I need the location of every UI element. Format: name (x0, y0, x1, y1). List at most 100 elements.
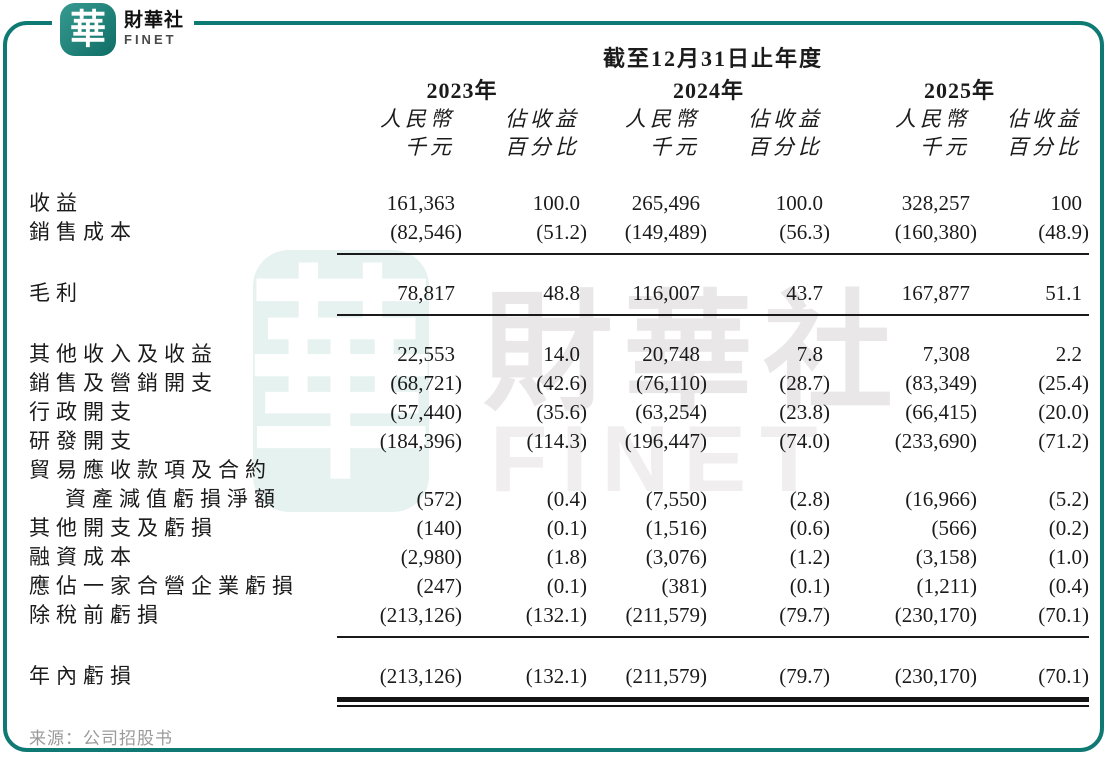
subtotal-rule (29, 247, 1089, 269)
cell-rmb-2023: (140) (416, 516, 463, 540)
cell-rmb-2023: (213,126) (379, 664, 462, 688)
column-header-row-2: 千元 百分比 千元 百分比 千元 百分比 (29, 133, 1079, 161)
row-label: 銷售成本 (29, 220, 137, 244)
total-double-rule (29, 691, 1089, 718)
cell-rmb-2024: 20,748 (642, 342, 700, 366)
cell-pct-2024: (28.7) (779, 371, 830, 395)
cell-pct-2023: (42.6) (536, 371, 587, 395)
cell-pct-2024: (23.8) (779, 400, 830, 424)
row-label: 收益 (29, 191, 83, 215)
col-header-pct-2024: 佔收益 (748, 107, 823, 131)
row-label: 貿易應收款項及合約 (29, 458, 272, 482)
cell-rmb-2024: (211,579) (625, 603, 707, 627)
cell-pct-2023: 48.8 (543, 281, 580, 305)
row-label: 其他收入及收益 (29, 342, 218, 366)
year-header-2023: 2023年 (426, 78, 498, 103)
rule-rmb-2025 (830, 630, 977, 638)
rule-rmb-2024 (587, 630, 707, 638)
table-row: 除稅前虧損 (213,126) (132.1) (211,579) (79.7) (230… (29, 601, 1089, 630)
cell-pct-2023: 100.0 (532, 191, 580, 215)
year-header-2025: 2025年 (923, 78, 995, 103)
cell-pct-2025: (0.2) (1048, 516, 1089, 540)
cell-pct-2024: (79.7) (779, 603, 830, 627)
table-row: 其他收入及收益 22,553 14.0 20,748 7.8 7,308 2.2 (29, 340, 1082, 369)
cell-pct-2025: (48.9) (1038, 220, 1089, 244)
cell-rmb-2023: (68,721) (390, 371, 462, 395)
cell-rmb-2023: (247) (416, 574, 463, 598)
cell-rmb-2023: (184,396) (379, 429, 462, 453)
rule-pct-2024 (707, 691, 830, 707)
cell-pct-2025: (20.0) (1038, 400, 1089, 424)
col-header-pct-2025: 佔收益 (1007, 107, 1082, 131)
col-header-rmb-2025: 人民幣 (895, 107, 970, 131)
cell-pct-2024: (79.7) (779, 664, 830, 688)
cell-pct-2023: (35.6) (536, 400, 587, 424)
row-label: 除稅前虧損 (29, 603, 164, 627)
cell-rmb-2023: 78,817 (397, 281, 455, 305)
col-header-rmb-2023: 千元 (405, 135, 455, 159)
cell-pct-2023: (0.1) (546, 574, 587, 598)
row-label: 研發開支 (29, 429, 137, 453)
table-header: 截至12月31日止年度 (29, 45, 1079, 73)
table-row: 貿易應收款項及合約 (29, 456, 1079, 485)
cell-pct-2023: (0.4) (546, 487, 587, 511)
col-header-rmb-2025: 千元 (920, 135, 970, 159)
brand-name-cn: 財華社 (124, 10, 185, 32)
column-header-row-1: 人民幣 佔收益 人民幣 佔收益 人民幣 佔收益 (29, 105, 1079, 133)
cell-rmb-2024: (196,447) (624, 429, 707, 453)
cell-rmb-2024: 265,496 (631, 191, 700, 215)
rule-rmb-2024 (587, 247, 707, 255)
rule-pct-2023 (462, 247, 587, 255)
cell-rmb-2025: 167,877 (901, 281, 970, 305)
cell-rmb-2025: (66,415) (905, 400, 977, 424)
cell-rmb-2025: (230,170) (894, 603, 977, 627)
row-label: 應佔一家合營企業虧損 (29, 574, 299, 598)
row-label: 毛利 (29, 281, 83, 305)
table-row: 資產減值虧損淨額 (572) (0.4) (7,550) (2.8) (16,966) (5… (29, 485, 1089, 514)
cell-rmb-2024: (76,110) (636, 371, 707, 395)
finet-logo-icon: 華 (60, 3, 116, 56)
finet-logo-text: 財華社 FINET (124, 10, 185, 48)
cell-rmb-2025: (566) (931, 516, 978, 540)
rule-pct-2025 (977, 247, 1089, 255)
cell-rmb-2025: 328,257 (901, 191, 970, 215)
row-label: 融資成本 (29, 545, 137, 569)
cell-rmb-2024: (3,076) (645, 545, 707, 569)
cell-rmb-2025: (233,690) (894, 429, 977, 453)
cell-pct-2025: 2.2 (1055, 342, 1082, 366)
col-header-rmb-2024: 千元 (650, 135, 700, 159)
table-row: 其他開支及虧損 (140) (0.1) (1,516) (0.6) (566) (0.2) (29, 514, 1089, 543)
row-label: 其他開支及虧損 (29, 516, 218, 540)
cell-rmb-2024: (7,550) (645, 487, 707, 511)
table-row: 毛利 78,817 48.8 116,007 43.7 167,877 51.1 (29, 279, 1082, 308)
cell-rmb-2025: (83,349) (905, 371, 977, 395)
col-header-rmb-2024: 人民幣 (625, 107, 700, 131)
cell-rmb-2023: 161,363 (386, 191, 455, 215)
rule-rmb-2023 (337, 308, 462, 316)
brand-name-en: FINET (124, 32, 177, 48)
cell-pct-2024: (0.6) (789, 516, 830, 540)
rule-pct-2025 (977, 691, 1089, 707)
table-row: 研發開支 (184,396) (114.3) (196,447) (74.0) (233,… (29, 427, 1089, 456)
cell-rmb-2024: (149,489) (624, 220, 707, 244)
cell-pct-2023: 14.0 (543, 342, 580, 366)
cell-rmb-2023: (213,126) (379, 603, 462, 627)
rule-pct-2024 (707, 308, 830, 316)
cell-rmb-2024: (63,254) (635, 400, 707, 424)
rule-pct-2024 (707, 247, 830, 255)
cell-rmb-2024: 116,007 (632, 281, 700, 305)
rule-rmb-2024 (587, 308, 707, 316)
cell-pct-2023: (114.3) (526, 429, 587, 453)
cell-pct-2023: (0.1) (546, 516, 587, 540)
cell-rmb-2025: (16,966) (905, 487, 977, 511)
table-row: 年內虧損 (213,126) (132.1) (211,579) (79.7) (230,… (29, 662, 1089, 691)
rule-pct-2023 (462, 630, 587, 638)
cell-pct-2024: 7.8 (796, 342, 823, 366)
cell-rmb-2025: (230,170) (894, 664, 977, 688)
cell-pct-2023: (51.2) (536, 220, 587, 244)
cell-rmb-2024: (1,516) (645, 516, 707, 540)
table-row: 收益 161,363 100.0 265,496 100.0 328,257 100 (29, 189, 1082, 218)
col-header-pct-2023: 佔收益 (505, 107, 580, 131)
rule-rmb-2024 (587, 691, 707, 707)
table-row: 銷售成本 (82,546) (51.2) (149,489) (56.3) (160,38… (29, 218, 1089, 247)
